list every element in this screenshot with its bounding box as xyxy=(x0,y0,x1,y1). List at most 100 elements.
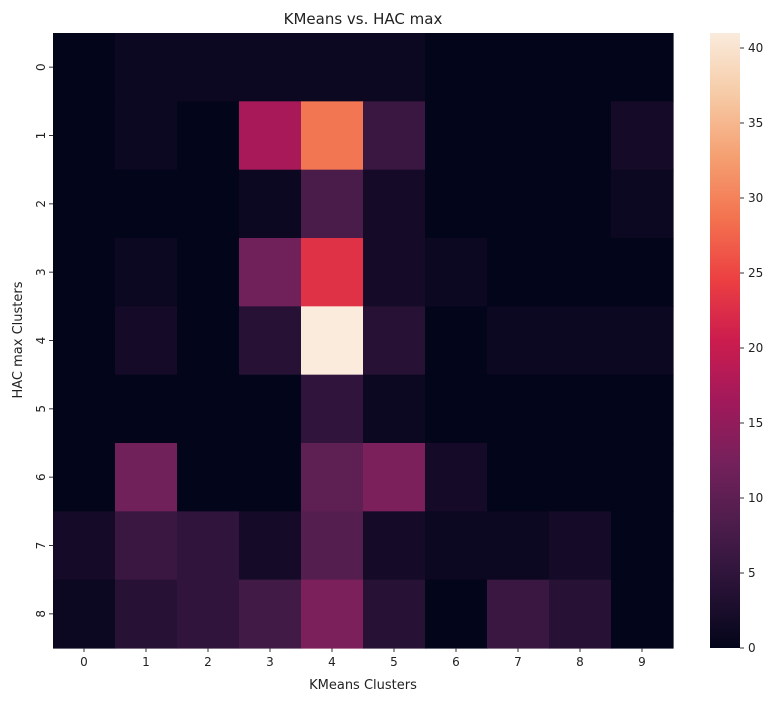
heatmap-cell xyxy=(115,33,178,102)
heatmap-cell xyxy=(611,374,674,444)
heatmap-cell xyxy=(115,169,178,239)
y-tick-label: 7 xyxy=(34,542,48,550)
chart-title: KMeans vs. HAC max xyxy=(284,10,443,28)
heatmap-cell xyxy=(487,33,550,102)
heatmap-cell xyxy=(425,306,488,376)
heatmap-cell xyxy=(425,443,488,512)
colorbar-tick-label: 30 xyxy=(748,191,763,205)
y-axis-label: HAC max Clusters xyxy=(11,281,26,398)
x-tick-label: 9 xyxy=(638,655,646,669)
y-tick-label: 5 xyxy=(34,405,48,413)
heatmap-cell xyxy=(425,579,488,649)
x-tick-label: 4 xyxy=(328,655,336,669)
heatmap-cell xyxy=(549,306,612,376)
heatmap-cell xyxy=(425,169,488,239)
heatmap-cell xyxy=(53,101,116,171)
heatmap-cell xyxy=(177,238,240,307)
heatmap-cell xyxy=(611,169,674,239)
heatmap-cell xyxy=(549,511,612,581)
heatmap-cell xyxy=(549,443,612,512)
colorbar-tick-label: 15 xyxy=(748,416,763,430)
heatmap-cell xyxy=(549,169,612,239)
y-tick-label: 0 xyxy=(34,63,48,71)
heatmap-cell xyxy=(53,443,116,512)
heatmap-cell xyxy=(239,238,302,307)
heatmap-cell xyxy=(177,511,240,581)
heatmap-cell xyxy=(177,101,240,171)
heatmap-cell xyxy=(301,238,364,307)
heatmap-cell xyxy=(115,579,178,649)
heatmap-cell xyxy=(239,511,302,581)
heatmap-cell xyxy=(53,579,116,649)
x-tick-label: 2 xyxy=(204,655,212,669)
heatmap-cell xyxy=(425,238,488,307)
heatmap-cell xyxy=(301,443,364,512)
heatmap-cell xyxy=(363,306,426,376)
heatmap-cell xyxy=(177,374,240,444)
heatmap-cell xyxy=(487,511,550,581)
colorbar-tick-label: 20 xyxy=(748,341,763,355)
y-tick-label: 1 xyxy=(34,132,48,140)
heatmap-cell xyxy=(177,33,240,102)
heatmap-cell xyxy=(363,238,426,307)
heatmap-cell xyxy=(611,101,674,171)
y-tick-label: 3 xyxy=(34,268,48,276)
x-tick-labels: 0 1 2 3 4 5 6 7 8 9 xyxy=(80,648,646,669)
colorbar xyxy=(710,33,740,648)
y-tick-label: 6 xyxy=(34,473,48,481)
heatmap-cell xyxy=(115,374,178,444)
heatmap-cell xyxy=(549,579,612,649)
heatmap-cell xyxy=(53,306,116,376)
heatmap-cell xyxy=(487,579,550,649)
heatmap-cell xyxy=(363,101,426,171)
heatmap-cell xyxy=(115,443,178,512)
heatmap-cell xyxy=(425,374,488,444)
heatmap-cell xyxy=(177,443,240,512)
heatmap-cell xyxy=(363,511,426,581)
heatmap-cell xyxy=(115,238,178,307)
x-tick-label: 1 xyxy=(142,655,150,669)
x-axis-label: KMeans Clusters xyxy=(309,678,417,693)
x-tick-label: 5 xyxy=(390,655,398,669)
heatmap-cell xyxy=(363,579,426,649)
x-tick-label: 8 xyxy=(576,655,584,669)
heatmap-cell xyxy=(611,306,674,376)
heatmap-cell xyxy=(177,306,240,376)
colorbar-tick-label: 10 xyxy=(748,491,763,505)
heatmap-cell xyxy=(549,33,612,102)
y-tick-label: 8 xyxy=(34,610,48,618)
heatmap-cells xyxy=(53,33,674,649)
x-tick-label: 6 xyxy=(452,655,460,669)
heatmap-cell xyxy=(301,306,364,376)
colorbar-tick-label: 35 xyxy=(748,116,763,130)
heatmap-cell xyxy=(53,238,116,307)
heatmap-cell xyxy=(549,101,612,171)
heatmap-cell xyxy=(177,169,240,239)
heatmap-cell xyxy=(239,169,302,239)
heatmap-cell xyxy=(301,511,364,581)
heatmap-cell xyxy=(363,169,426,239)
heatmap-cell xyxy=(239,443,302,512)
heatmap-cell xyxy=(239,579,302,649)
heatmap-cell xyxy=(53,33,116,102)
colorbar-ticks: 0 5 10 15 20 25 30 35 40 xyxy=(740,41,763,655)
heatmap-cell xyxy=(239,101,302,171)
colorbar-tick-label: 40 xyxy=(748,41,763,55)
heatmap-cell xyxy=(115,511,178,581)
heatmap-cell xyxy=(53,169,116,239)
heatmap-cell xyxy=(549,374,612,444)
heatmap-cell xyxy=(239,374,302,444)
y-tick-label: 4 xyxy=(34,337,48,345)
y-tick-label: 2 xyxy=(34,200,48,208)
x-tick-label: 3 xyxy=(266,655,274,669)
heatmap-cell xyxy=(487,443,550,512)
heatmap-cell xyxy=(487,169,550,239)
x-tick-label: 0 xyxy=(80,655,88,669)
heatmap-cell xyxy=(611,238,674,307)
heatmap-cell xyxy=(363,33,426,102)
heatmap-cell xyxy=(301,579,364,649)
heatmap-cell xyxy=(611,33,674,102)
heatmap-cell xyxy=(611,443,674,512)
heatmap-cell xyxy=(239,306,302,376)
